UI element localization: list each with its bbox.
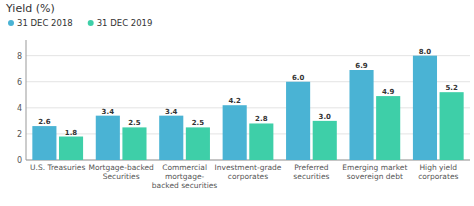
bar [249, 123, 273, 160]
bar [286, 82, 310, 160]
data-label: 1.8 [65, 129, 78, 137]
x-tick-label: Investment-gradecorporates [214, 163, 281, 181]
x-tick-label: Preferredsecurities [293, 163, 329, 181]
legend-label: 31 DEC 2019 [97, 18, 153, 28]
data-label: 3.0 [319, 113, 332, 121]
bars [32, 56, 463, 160]
bar [59, 137, 83, 160]
data-label: 8.0 [419, 48, 432, 56]
bar [313, 121, 337, 160]
data-label: 2.5 [192, 119, 205, 127]
x-axis: U.S. TreasuriesMortgage-backedSecurities… [30, 163, 458, 190]
x-tick-line: High yield [419, 163, 457, 172]
x-axis-line [26, 160, 470, 161]
bar [32, 126, 56, 160]
bar [186, 127, 210, 160]
x-tick-line: backed securities [152, 181, 218, 190]
legend: 31 DEC 2018 31 DEC 2019 [8, 18, 152, 28]
x-tick-label: Emerging marketsovereign debt [342, 163, 407, 181]
data-label: 2.5 [128, 119, 141, 127]
y-axis: 0 2 4 6 8 [17, 40, 470, 165]
bar [223, 105, 247, 160]
data-label: 6.9 [355, 62, 368, 70]
data-label: 4.9 [382, 88, 395, 96]
bar [349, 70, 373, 160]
grid-line [26, 160, 470, 161]
chart-svg: Yield (%) 31 DEC 2018 31 DEC 2019 0 2 4 6 8 2.6 3… [0, 0, 474, 206]
bar [159, 116, 183, 160]
y-tick-label: 4 [17, 104, 22, 113]
data-labels: 2.6 3.4 3.4 4.2 6.0 6.9 8.0 1.8 2.5 2.5 2.8 3.0 4.9 5… [38, 48, 458, 137]
x-tick-line: Securities [103, 172, 140, 181]
grid-line [26, 133, 470, 134]
x-tick-line: corporates [228, 172, 268, 181]
x-tick-label: High yieldcorporates [418, 163, 458, 181]
grid-line [26, 55, 470, 56]
x-tick-line: sovereign debt [347, 172, 403, 181]
bar [440, 92, 464, 160]
legend-label: 31 DEC 2018 [17, 18, 73, 28]
x-tick-line: Investment-grade [214, 163, 281, 172]
y-axis-line [26, 40, 27, 160]
x-tick-line: securities [293, 172, 329, 181]
chart-container: Yield (%) 31 DEC 2018 31 DEC 2019 0 2 4 6 8 2.6 3… [0, 0, 474, 206]
legend-marker [8, 20, 14, 26]
data-label: 2.6 [38, 118, 51, 126]
x-tick-line: Mortgage-backed [88, 163, 154, 172]
grid-line [26, 107, 470, 108]
data-label: 2.8 [255, 115, 268, 123]
x-tick-line: Preferred [294, 163, 329, 172]
legend-marker [88, 20, 94, 26]
y-tick-label: 6 [17, 78, 22, 87]
bar [96, 116, 120, 160]
x-tick-line: mortgage- [165, 172, 205, 181]
data-label: 3.4 [165, 108, 178, 116]
data-label: 4.2 [228, 97, 241, 105]
x-tick-line: Commercial [162, 163, 207, 172]
bar [376, 96, 400, 160]
data-label: 3.4 [102, 108, 115, 116]
bar [413, 56, 437, 160]
x-tick-label: Mortgage-backedSecurities [88, 163, 154, 181]
y-tick-label: 8 [17, 52, 22, 61]
x-tick-line: U.S. Treasuries [30, 163, 85, 172]
bar [122, 127, 146, 160]
title: Yield (%) [5, 2, 55, 15]
x-tick-line: Emerging market [342, 163, 407, 172]
y-tick-label: 2 [17, 130, 22, 139]
x-tick-label: U.S. Treasuries [30, 163, 85, 172]
data-label: 6.0 [292, 74, 305, 82]
grid-line [26, 81, 470, 82]
y-tick-label: 0 [17, 156, 22, 165]
data-label: 5.2 [445, 84, 458, 92]
x-tick-label: Commercialmortgage-backed securities [152, 163, 218, 190]
x-tick-line: corporates [418, 172, 458, 181]
